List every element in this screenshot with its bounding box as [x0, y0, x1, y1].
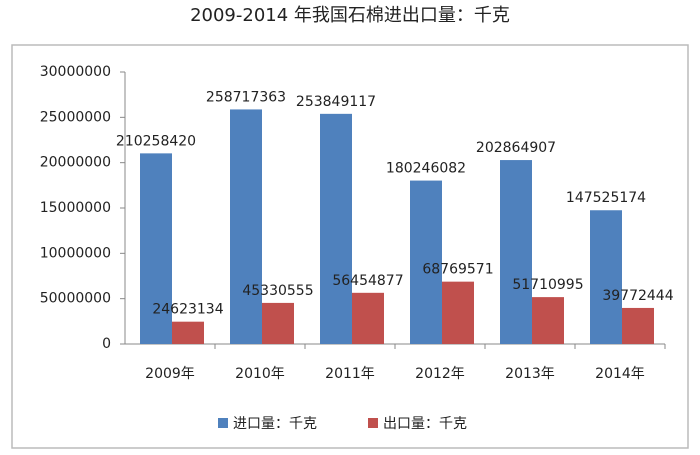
bar: [442, 281, 474, 344]
legend-swatch: [368, 418, 378, 428]
data-label: 51710995: [512, 277, 583, 293]
bar: [172, 321, 204, 344]
bar: [140, 153, 172, 344]
data-label: 68769571: [422, 262, 493, 278]
legend-label: 出口量：千克: [383, 416, 467, 432]
y-tick-label: 20000000: [40, 155, 111, 171]
bar: [622, 307, 654, 344]
data-label: 202864907: [476, 140, 556, 156]
x-tick-label: 2011年: [325, 366, 375, 382]
y-tick-label: 0: [102, 336, 111, 352]
bar: [352, 292, 384, 344]
y-tick-label: 50000000: [40, 291, 111, 307]
data-label: 147525174: [566, 190, 646, 206]
data-label: 24623134: [152, 302, 223, 318]
x-tick-label: 2009年: [145, 366, 195, 382]
bar: [230, 109, 262, 344]
y-tick-label: 25000000: [40, 109, 111, 125]
legend-swatch: [218, 418, 228, 428]
data-label: 45330555: [242, 283, 313, 299]
y-tick-label: 15000000: [40, 200, 111, 216]
data-label: 210258420: [116, 133, 196, 149]
y-tick-label: 10000000: [40, 245, 111, 261]
x-tick-label: 2013年: [505, 366, 555, 382]
data-label: 56454877: [332, 273, 403, 289]
x-tick-label: 2012年: [415, 366, 465, 382]
bar: [532, 297, 564, 344]
x-tick-label: 2014年: [595, 366, 645, 382]
chart-title: 2009-2014 年我国石棉进出口量：千克: [190, 5, 510, 26]
bar: [500, 160, 532, 344]
data-label: 39772444: [602, 288, 673, 304]
bar: [320, 113, 352, 344]
bar: [590, 210, 622, 344]
data-label: 253849117: [296, 94, 376, 110]
legend-label: 进口量：千克: [233, 416, 317, 432]
bar: [262, 302, 294, 344]
data-label: 258717363: [206, 89, 286, 105]
data-label: 180246082: [386, 161, 466, 177]
x-tick-label: 2010年: [235, 366, 285, 382]
y-tick-label: 30000000: [40, 64, 111, 80]
bar: [410, 180, 442, 344]
